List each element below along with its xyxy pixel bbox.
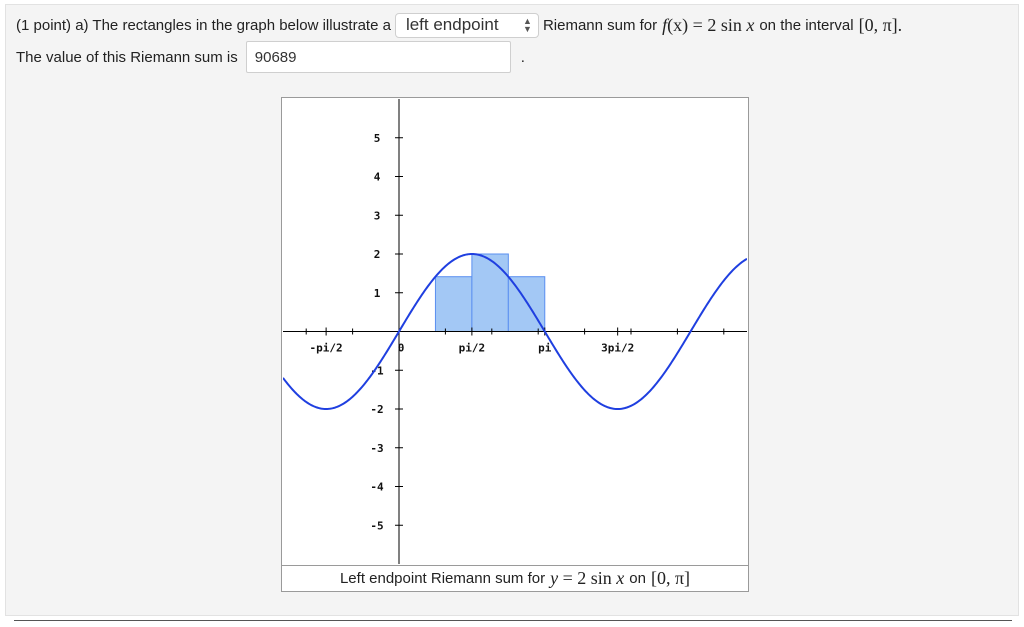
x-tick-label: pi [538,342,552,355]
y-tick-label: 5 [374,132,381,145]
y-tick-label: 1 [374,287,381,300]
sum-type-select[interactable]: left endpoint ▲ ▼ [394,12,539,38]
x-tick-label: 3pi/2 [601,342,634,355]
y-tick-label: 4 [374,171,381,184]
intro-text: (1 point) a) The rectangles in the graph… [16,16,391,34]
x-tick-label: 0 [398,342,405,355]
on-interval-text: on the interval [759,16,854,34]
y-tick-label: -3 [370,442,383,455]
value-label: The value of this Riemann sum is [16,48,238,66]
period-text: . [520,48,525,66]
answer-input[interactable]: 90689 [245,41,511,73]
x-tick-label: pi/2 [459,342,486,355]
function-expression: f(x) = 2 sin x [662,14,755,35]
divider [14,620,1012,621]
sum-type-value: left endpoint [405,15,499,34]
riemann-rectangle-2 [434,276,473,333]
riemann-rectangle-3 [471,253,509,332]
sine-curve [283,252,747,411]
interval-expression: [0, π]. [858,14,903,35]
answer-row: The value of this Riemann sum is 90689 . [16,41,525,73]
riemann-sum-graph: -pi/2 0 pi/2 pi 3pi/2 5 4 3 2 1 -1 -2 -3 -4 -5 [283,99,747,564]
y-tick-label: -4 [370,481,384,494]
y-tick-label: 3 [374,209,381,222]
y-tick-label: -5 [370,519,383,532]
graph-frame: -pi/2 0 pi/2 pi 3pi/2 5 4 3 2 1 -1 -2 -3 -4 -5 [281,97,749,566]
after-select-text: Riemann sum for [542,16,658,34]
problem-statement: (1 point) a) The rectangles in the graph… [16,12,903,38]
x-tick-label: -pi/2 [310,342,343,355]
y-tick-label: -2 [370,403,383,416]
y-tick-label: -1 [370,364,384,377]
graph-caption: Left endpoint Riemann sum for y = 2 sin … [281,566,749,592]
select-arrows-icon: ▲ ▼ [523,16,532,34]
y-tick-label: 2 [374,248,381,261]
